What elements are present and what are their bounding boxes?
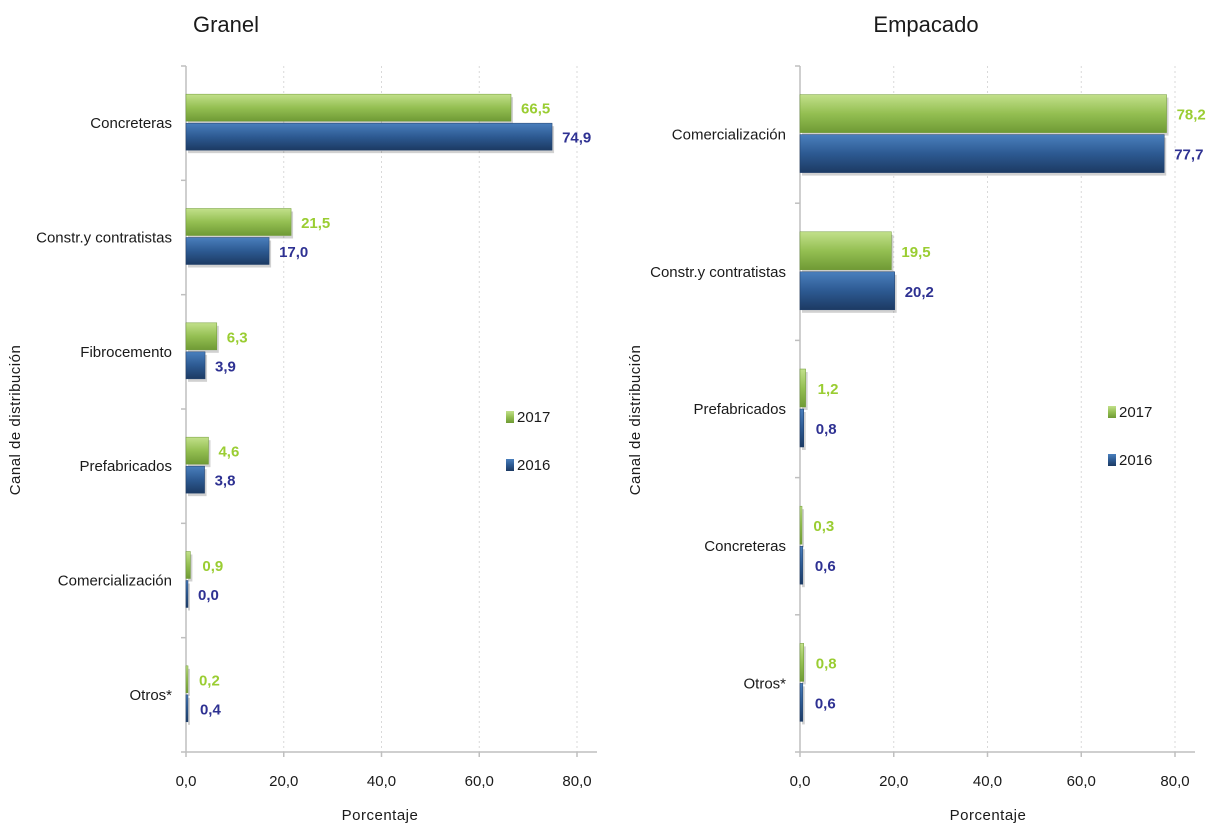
data-label-2016: 0,6	[815, 558, 836, 575]
legend-swatch-2016	[1108, 454, 1116, 466]
bar-shadow	[188, 697, 190, 725]
data-label-2017: 21,5	[301, 215, 330, 232]
x-tick-label: 0,0	[790, 773, 811, 790]
category-label: Concreteras	[90, 115, 172, 132]
data-label-2017: 0,2	[199, 672, 220, 689]
data-label-2017: 0,3	[813, 518, 834, 535]
legend-swatch-2017	[1108, 406, 1116, 418]
data-label-2016: 20,2	[905, 284, 934, 301]
y-axis-title: Canal de distribución	[7, 345, 24, 496]
x-tick-label: 20,0	[879, 773, 908, 790]
data-label-2016: 0,4	[200, 701, 222, 718]
data-label-2016: 77,7	[1174, 147, 1203, 164]
bar-shadow	[188, 668, 190, 696]
category-label: Prefabricados	[79, 458, 172, 475]
legend-label-2017: 2017	[1119, 404, 1152, 421]
chart-granel: Granel 0,0 20,0 40,0 60,0 80,0 Porcentaje Canal…	[7, 12, 597, 824]
chart-empacado: Empacado 0,0 20,0 40,0 60,0 80,0 Porcentaje Can…	[627, 12, 1206, 824]
data-label-2016: 17,0	[279, 244, 308, 261]
bar-2016	[799, 271, 895, 311]
x-tick-label: 0,0	[176, 773, 197, 790]
chart-title: Empacado	[873, 12, 978, 37]
x-tick-label: 20,0	[269, 773, 298, 790]
data-label-2017: 66,5	[521, 101, 550, 118]
bar-2017	[799, 94, 1167, 133]
data-label-2016: 3,8	[215, 473, 236, 490]
bar-2017	[185, 322, 218, 351]
bar-2016	[799, 683, 804, 722]
x-tick-label: 40,0	[367, 773, 396, 790]
bar-2017	[799, 505, 803, 545]
bar-2016	[799, 545, 804, 585]
data-label-2016: 0,8	[816, 421, 837, 438]
category-label: Prefabricados	[693, 401, 786, 418]
bar-shadow	[802, 549, 805, 588]
data-label-2016: 74,9	[562, 130, 591, 147]
x-tick-label: 60,0	[465, 773, 494, 790]
bar-shadow	[802, 686, 805, 725]
category-label: Constr.y contratistas	[36, 230, 172, 247]
x-tick-label: 80,0	[1160, 773, 1189, 790]
data-label-2017: 0,8	[816, 655, 837, 672]
data-label-2016: 0,0	[198, 587, 219, 604]
y-axis-title: Canal de distribución	[627, 345, 644, 496]
legend-label-2016: 2016	[517, 457, 550, 474]
data-label-2016: 3,9	[215, 358, 236, 375]
bar-2016	[185, 351, 206, 380]
category-label: Fibrocemento	[80, 344, 172, 361]
bar-2017	[185, 665, 189, 694]
bar-2016	[185, 465, 205, 494]
bar-2017	[799, 643, 804, 682]
bar-2016	[185, 694, 189, 723]
category-label: Concreteras	[704, 538, 786, 555]
bar-2016	[185, 580, 189, 608]
bar-shadow	[188, 583, 190, 611]
bar-shadow	[802, 509, 804, 548]
bar-2017	[185, 208, 292, 236]
category-label: Otros*	[129, 687, 172, 704]
data-label-2017: 6,3	[227, 329, 248, 346]
x-tick-label: 80,0	[562, 773, 591, 790]
category-label: Comercialización	[672, 127, 786, 144]
bar-2017	[185, 551, 191, 579]
data-label-2017: 1,2	[818, 381, 839, 398]
legend-swatch-2016	[506, 459, 514, 471]
category-label: Comercialización	[58, 573, 172, 590]
data-label-2016: 0,6	[815, 695, 836, 712]
x-axis-title: Porcentaje	[950, 807, 1027, 824]
data-label-2017: 4,6	[218, 444, 239, 461]
bar-2016	[185, 122, 553, 151]
chart-title: Granel	[193, 12, 259, 37]
category-label: Otros*	[743, 675, 786, 692]
bar-2017	[799, 368, 806, 408]
x-tick-label: 60,0	[1067, 773, 1096, 790]
legend-swatch-2017	[506, 411, 514, 423]
bar-2016	[799, 408, 804, 448]
category-label: Constr.y contratistas	[650, 264, 786, 281]
bar-2016	[799, 134, 1165, 173]
x-axis-title: Porcentaje	[342, 807, 419, 824]
bar-2017	[185, 436, 209, 465]
legend-label-2017: 2017	[517, 409, 550, 426]
bar-2016	[185, 237, 270, 265]
bar-2017	[799, 231, 892, 271]
legend-label-2016: 2016	[1119, 452, 1152, 469]
data-label-2017: 0,9	[202, 558, 223, 575]
bar-2017	[185, 93, 512, 122]
x-tick-label: 40,0	[973, 773, 1002, 790]
data-label-2017: 78,2	[1177, 107, 1206, 124]
data-label-2017: 19,5	[901, 244, 930, 261]
